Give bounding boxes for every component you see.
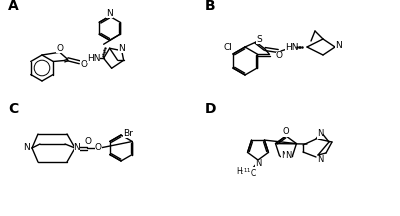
Text: O: O [283, 127, 289, 137]
Text: N: N [255, 159, 261, 168]
Text: A: A [8, 0, 19, 13]
Text: O: O [80, 60, 87, 69]
Text: B: B [205, 0, 216, 13]
Text: HN: HN [285, 43, 299, 51]
Text: HN: HN [87, 54, 100, 63]
Text: N: N [281, 151, 288, 160]
Text: Cl: Cl [224, 43, 232, 51]
Text: H₃: H₃ [236, 167, 245, 176]
Text: C: C [8, 102, 18, 116]
Text: N: N [106, 9, 113, 18]
Text: O: O [276, 51, 282, 60]
Text: N: N [335, 41, 341, 49]
Text: N: N [118, 44, 125, 53]
Text: N: N [317, 130, 323, 138]
Text: N: N [285, 151, 292, 160]
Text: D: D [205, 102, 216, 116]
Text: Br: Br [123, 129, 133, 138]
Text: O: O [84, 137, 92, 146]
Text: S: S [256, 35, 262, 43]
Text: O: O [94, 143, 102, 152]
Text: O: O [56, 44, 63, 53]
Text: N: N [317, 156, 323, 165]
Text: N: N [23, 143, 29, 152]
Text: N: N [74, 143, 80, 152]
Text: $^{11}$C: $^{11}$C [243, 167, 257, 179]
